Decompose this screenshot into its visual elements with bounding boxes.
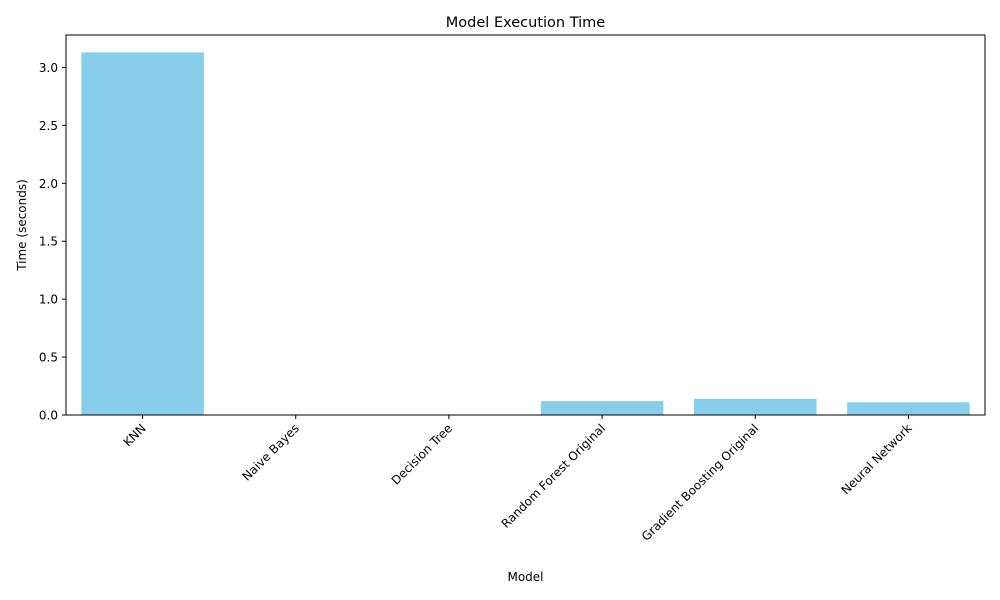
y-tick-label: 2.5 <box>39 119 58 133</box>
y-tick-label: 2.0 <box>39 177 58 191</box>
y-axis-label: Time (seconds) <box>15 179 29 272</box>
bar-random-forest-original <box>540 401 664 415</box>
bar-neural-network <box>847 402 970 415</box>
y-tick-label: 1.5 <box>39 235 58 249</box>
y-tick-label: 0.5 <box>39 351 58 365</box>
plot-frame <box>65 34 986 416</box>
y-axis: 0.0 0.5 1.0 1.5 2.0 2.5 3.0 <box>39 61 66 423</box>
y-tick-label: 3.0 <box>39 61 58 75</box>
bars-group <box>81 52 970 415</box>
y-tick-label: 0.0 <box>39 409 58 423</box>
bar-gradient-boosting-original <box>693 398 817 415</box>
chart-title: Model Execution Time <box>446 15 605 31</box>
x-axis-label: Model <box>507 570 543 584</box>
bar-knn <box>81 52 204 415</box>
y-tick-label: 1.0 <box>39 293 58 307</box>
